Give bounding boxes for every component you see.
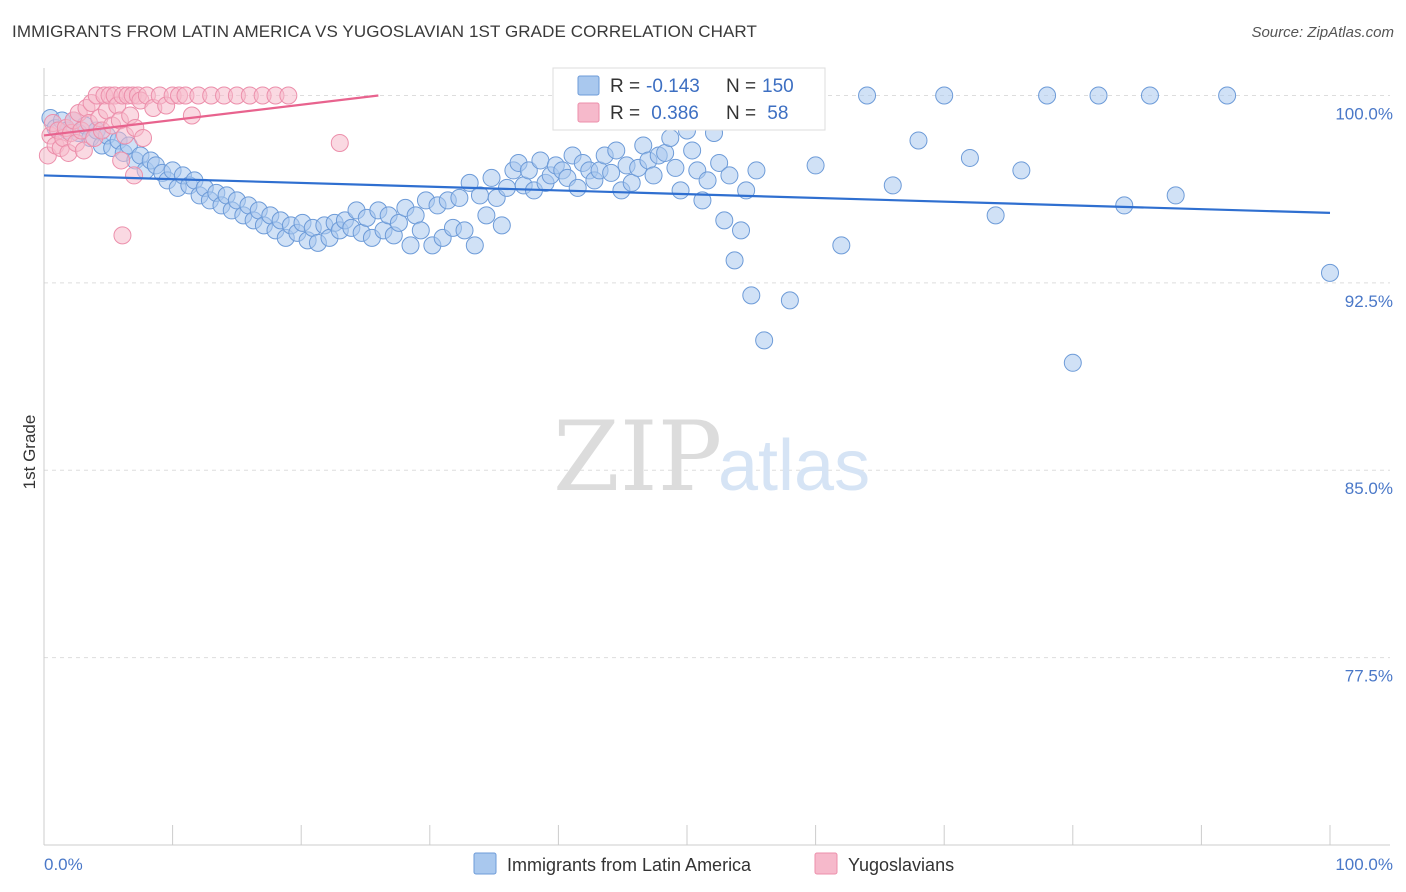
latin-america-point [622, 173, 641, 192]
latin-america-point [780, 291, 799, 310]
latin-america-trend-line [43, 174, 1331, 215]
latin-america-point [710, 153, 729, 172]
trend-lines [43, 94, 1331, 215]
latin-america-point [531, 151, 550, 170]
latin-america-point [450, 188, 469, 207]
latin-america-point [406, 206, 425, 225]
legend-r-value-pink: 0.386 [646, 103, 699, 124]
y-tick-label: 100.0% [1335, 104, 1393, 123]
latin-america-point [519, 161, 538, 180]
series-latin-america-points [41, 86, 1339, 372]
latin-america-point [715, 211, 734, 230]
legend-r-label-blue: R = [610, 76, 640, 97]
latin-america-point [634, 136, 653, 155]
yugoslavian-point [113, 226, 132, 245]
latin-america-point [806, 156, 825, 175]
latin-america-point [607, 141, 626, 160]
latin-america-point [1038, 86, 1057, 105]
latin-america-point [1140, 86, 1159, 105]
y-tick-label: 85.0% [1345, 479, 1393, 498]
latin-america-point [1218, 86, 1237, 105]
latin-america-point [883, 176, 902, 195]
latin-america-point [1089, 86, 1108, 105]
latin-america-point [986, 206, 1005, 225]
latin-america-point [661, 128, 680, 147]
latin-america-point [935, 86, 954, 105]
yugoslavian-point [182, 106, 201, 125]
watermark: ZIP atlas [553, 401, 870, 513]
bottom-legend-swatch-pink [814, 852, 838, 875]
latin-america-point [909, 131, 928, 150]
chart-title: IMMIGRANTS FROM LATIN AMERICA VS YUGOSLA… [12, 22, 757, 41]
latin-america-point [602, 163, 621, 182]
legend-n-value-blue: 150 [762, 76, 794, 97]
latin-america-point [411, 221, 430, 240]
watermark-zip: ZIP [553, 401, 722, 513]
latin-america-point [1115, 196, 1134, 215]
latin-america-point [742, 286, 761, 305]
watermark-atlas: atlas [718, 426, 870, 506]
latin-america-point [858, 86, 877, 105]
latin-america-point [960, 148, 979, 167]
yugoslavian-point [279, 86, 298, 105]
series-yugoslavians-points [38, 86, 349, 245]
latin-america-point [465, 236, 484, 255]
y-axis-label: 1st Grade [20, 415, 39, 490]
legend-r-label-pink: R = [610, 103, 640, 124]
latin-america-point [492, 216, 511, 235]
latin-america-point [568, 178, 587, 197]
bottom-legend-label-latin-america: Immigrants from Latin America [507, 855, 752, 875]
latin-america-point [482, 168, 501, 187]
yugoslavian-point [125, 166, 144, 185]
bottom-legend-swatch-blue [473, 852, 497, 875]
series-legend: Immigrants from Latin America Yugoslavia… [473, 852, 954, 875]
latin-america-point [1321, 263, 1339, 282]
x-tick-label-min: 0.0% [44, 855, 83, 874]
latin-america-point [832, 236, 851, 255]
latin-america-point [732, 221, 751, 240]
latin-america-point [470, 186, 489, 205]
yugoslavian-point [134, 128, 153, 147]
legend-n-value-pink: 58 [762, 103, 788, 124]
y-tick-label: 77.5% [1345, 667, 1393, 686]
axes: 100.0% 92.5% 85.0% 77.5% 0.0% 100.0% [43, 68, 1393, 874]
grid-lines [44, 94, 1390, 659]
latin-america-point [389, 213, 408, 232]
latin-america-point [747, 161, 766, 180]
latin-america-point [698, 171, 717, 190]
latin-america-point [693, 191, 712, 210]
source-credit: Source: ZipAtlas.com [1251, 24, 1394, 41]
latin-america-point [666, 158, 685, 177]
yugoslavian-trend-line [43, 94, 379, 137]
latin-america-point [644, 166, 663, 185]
latin-america-point [656, 143, 675, 162]
y-tick-label: 92.5% [1345, 292, 1393, 311]
latin-america-point [755, 331, 774, 350]
x-tick-label-max: 100.0% [1335, 855, 1393, 874]
correlation-legend: R = -0.143 N = 150 R = 0.386 N = 58 [552, 67, 826, 131]
yugoslavian-point [112, 151, 131, 170]
latin-america-point [720, 166, 739, 185]
yugoslavian-point [330, 133, 349, 152]
legend-swatch-blue [577, 75, 600, 96]
legend-n-label-pink: N = [726, 103, 756, 124]
yugoslavian-point [74, 141, 93, 160]
legend-swatch-pink [577, 102, 600, 123]
latin-america-point [455, 221, 474, 240]
legend-r-value-blue: -0.143 [646, 76, 700, 97]
latin-america-point [1166, 186, 1185, 205]
latin-america-point [1063, 353, 1082, 372]
latin-america-point [683, 141, 702, 160]
bottom-legend-label-yugoslavians: Yugoslavians [848, 855, 954, 875]
latin-america-point [671, 181, 690, 200]
latin-america-point [401, 236, 420, 255]
latin-america-point [477, 206, 496, 225]
legend-n-label-blue: N = [726, 76, 756, 97]
latin-america-point [725, 251, 744, 270]
latin-america-point [1012, 161, 1031, 180]
